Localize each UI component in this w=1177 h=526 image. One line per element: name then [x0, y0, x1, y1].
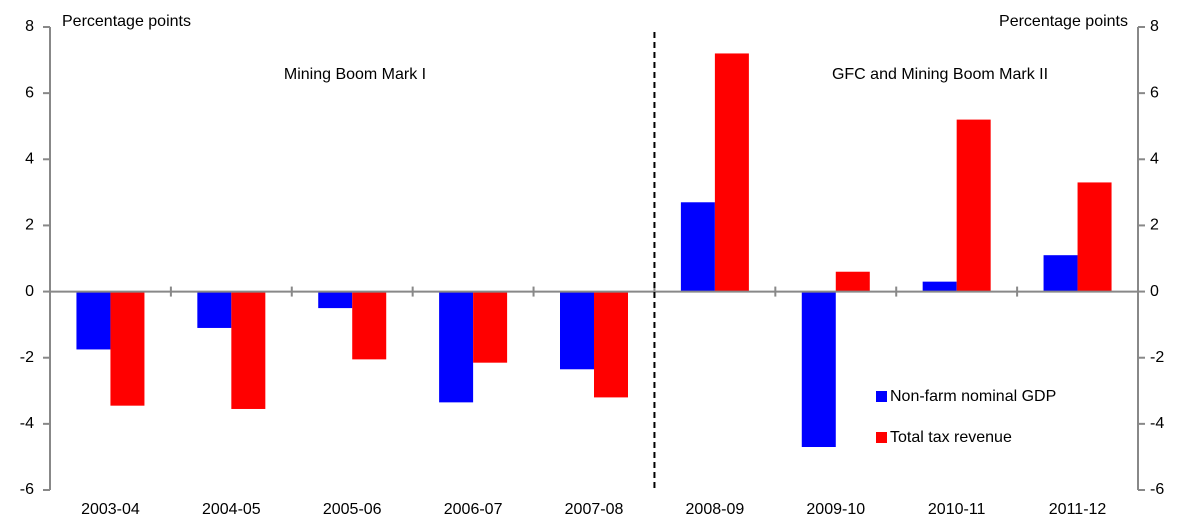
bar: [714, 53, 749, 292]
y2-tick-label: 0: [1150, 283, 1159, 300]
x-tick-label: 2003-04: [81, 501, 140, 518]
bar: [1043, 255, 1078, 292]
y-axis-label: Percentage points: [62, 13, 191, 30]
bar: [352, 291, 387, 360]
y-tick-label: -6: [20, 481, 34, 498]
y2-tick-label: -4: [1150, 415, 1164, 432]
bar: [801, 291, 836, 448]
y-tick-label: 4: [25, 151, 34, 168]
bar: [560, 291, 594, 370]
bar: [956, 119, 991, 292]
y-tick-label: 6: [25, 84, 34, 101]
bar: [76, 291, 111, 350]
bar: [680, 202, 715, 292]
bar: [1077, 182, 1112, 292]
legend-swatch: [876, 432, 887, 443]
y2-tick-label: 6: [1150, 84, 1159, 101]
legend-label: Non-farm nominal GDP: [890, 388, 1056, 405]
x-tick-label: 2005-06: [323, 501, 382, 518]
x-tick-label: 2007-08: [565, 501, 624, 518]
y2-tick-label: -6: [1150, 481, 1164, 498]
y-tick-label: 8: [25, 18, 34, 35]
bar: [231, 291, 266, 409]
bar: [318, 291, 353, 309]
bar: [594, 291, 628, 398]
y2-tick-label: -2: [1150, 349, 1164, 366]
legend-label: Total tax revenue: [890, 429, 1012, 446]
y-tick-label: -2: [20, 349, 34, 366]
bar: [922, 281, 957, 292]
y-tick-label: 2: [25, 217, 34, 234]
x-tick-label: 2004-05: [202, 501, 261, 518]
y2-tick-label: 8: [1150, 18, 1159, 35]
x-tick-label: 2011-12: [1049, 501, 1107, 518]
annotation: Mining Boom Mark I: [284, 66, 426, 83]
y2-tick-label: 2: [1150, 217, 1159, 234]
y2-tick-label: 4: [1150, 151, 1159, 168]
bar: [197, 291, 232, 328]
annotation: GFC and Mining Boom Mark II: [832, 66, 1048, 83]
legend-swatch: [876, 391, 887, 402]
bar: [473, 291, 508, 363]
y-tick-label: 0: [25, 283, 34, 300]
bar: [835, 271, 870, 292]
y2-axis-label: Percentage points: [999, 13, 1128, 30]
x-tick-label: 2008-09: [686, 501, 745, 518]
bar: [110, 291, 145, 406]
y-tick-label: -4: [20, 415, 34, 432]
x-tick-label: 2006-07: [444, 501, 503, 518]
bar: [439, 291, 474, 403]
x-tick-label: 2009-10: [806, 501, 865, 518]
x-tick-label: 2010-11: [928, 501, 986, 518]
